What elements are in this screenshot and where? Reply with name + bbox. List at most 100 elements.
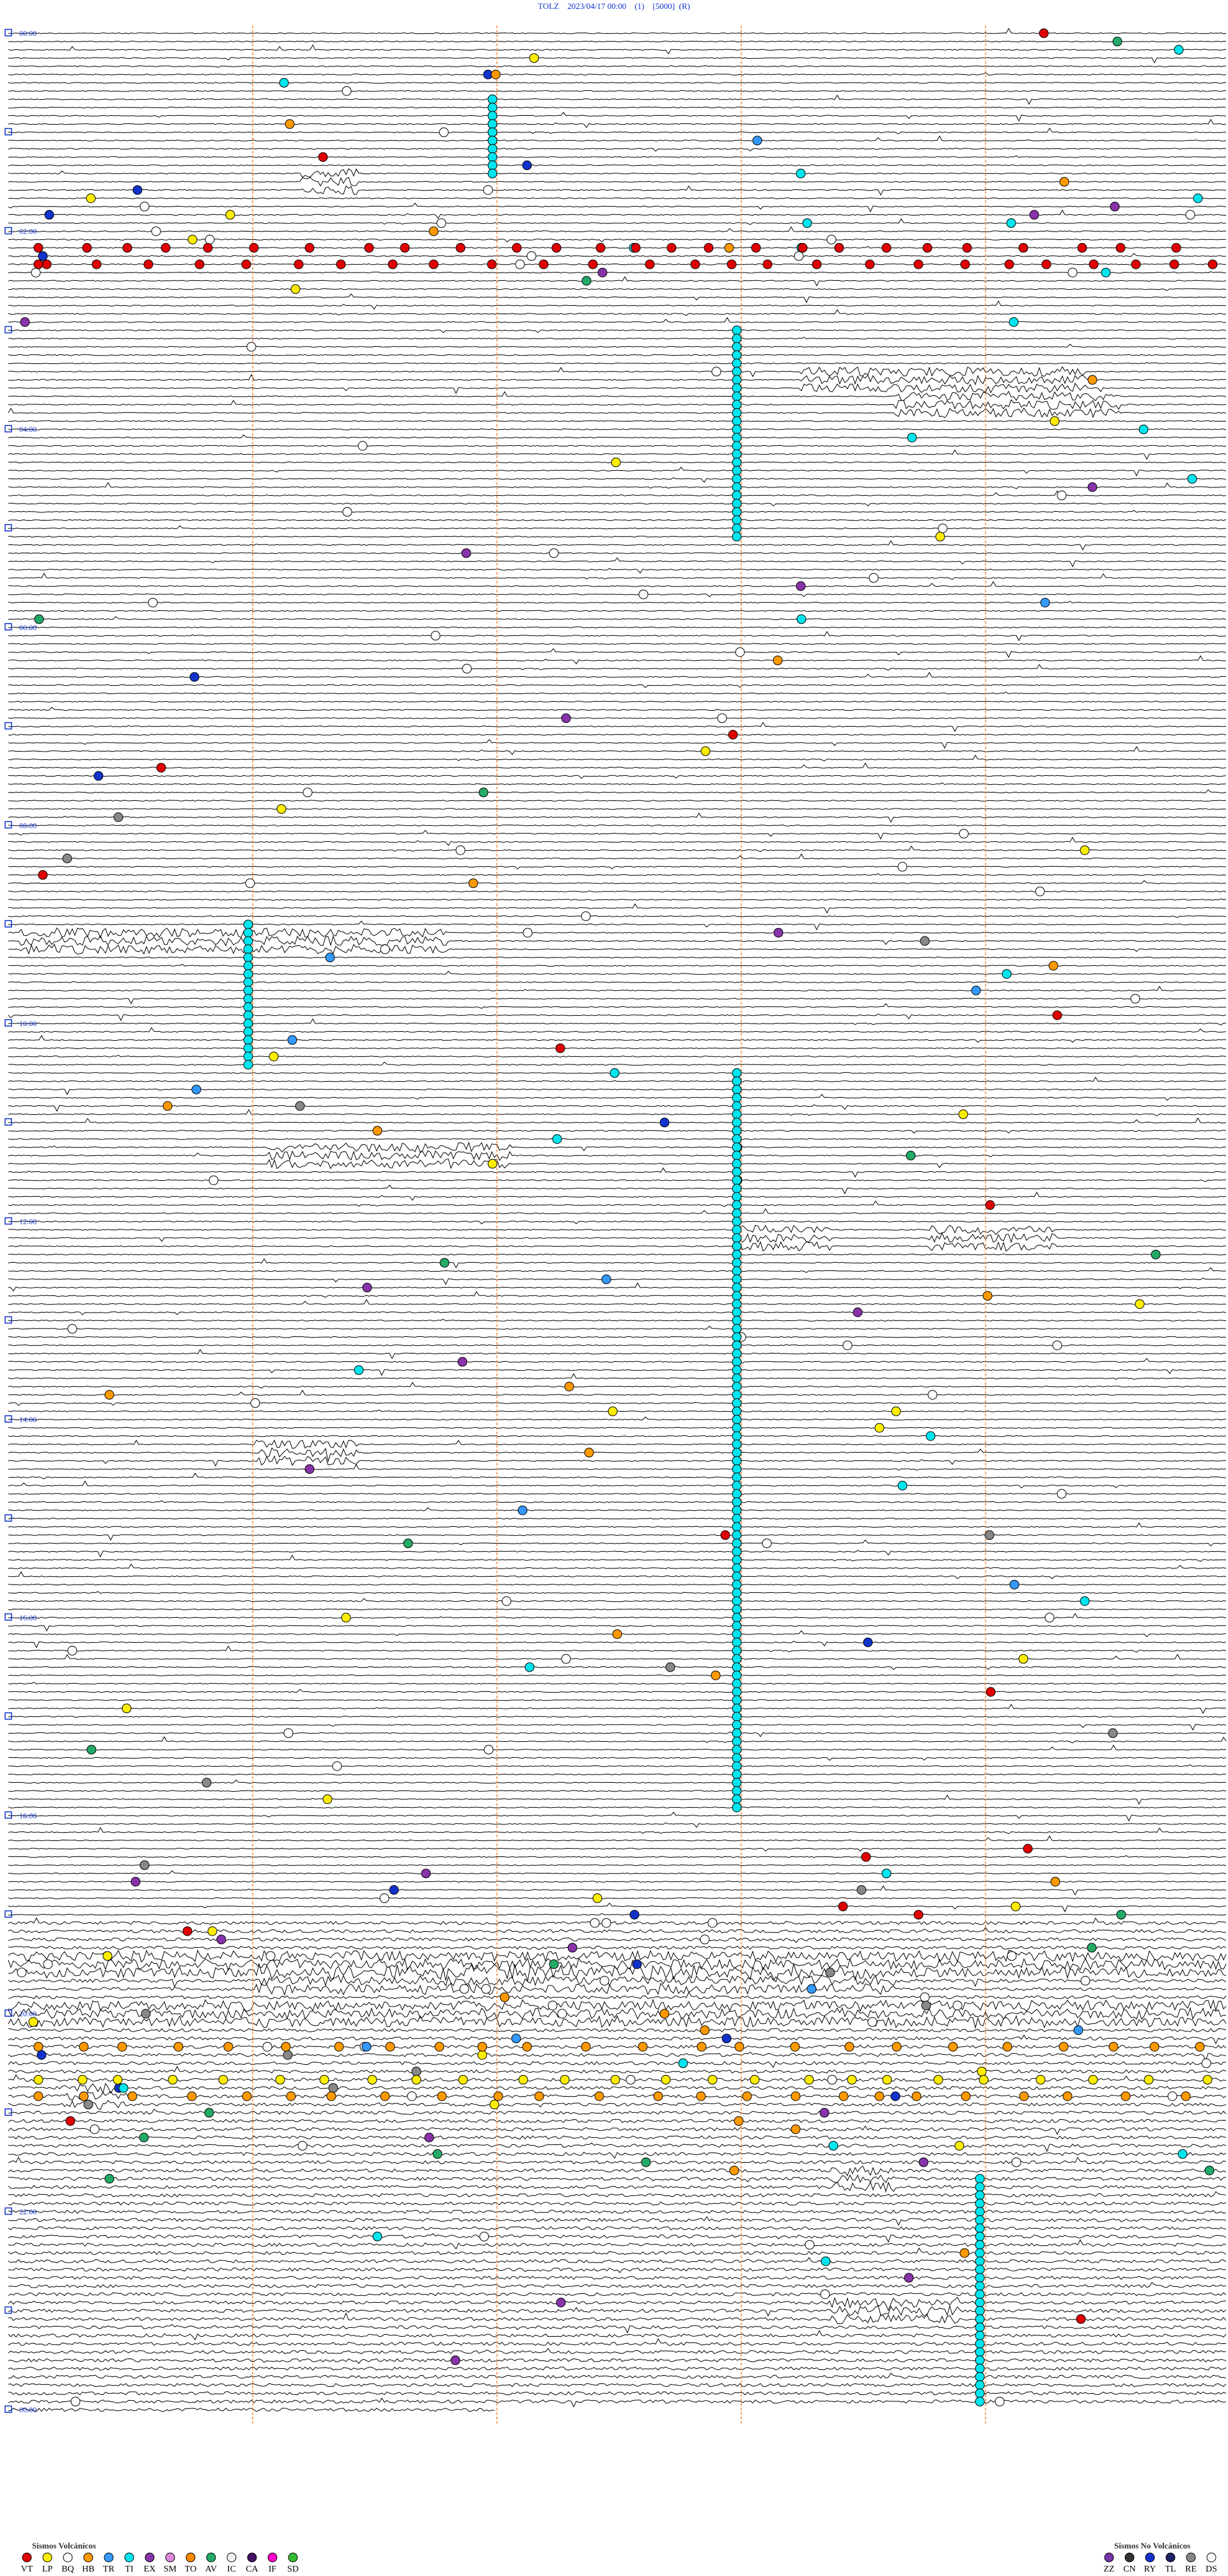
legend-code: EX [144, 2564, 156, 2574]
event-marker [551, 242, 562, 253]
trace [8, 209, 1227, 219]
event-marker [303, 787, 313, 798]
event-marker [732, 1538, 742, 1549]
event-marker [700, 2025, 710, 2035]
event-marker [728, 730, 738, 739]
event-marker [297, 2140, 308, 2151]
event-marker [139, 1860, 150, 1870]
event-marker [104, 1390, 114, 1400]
event-marker [459, 1984, 469, 1994]
trace [8, 1141, 1227, 1153]
event-marker [732, 1728, 742, 1738]
hour-box [4, 920, 12, 928]
trace [8, 271, 1227, 274]
event-marker [959, 2248, 970, 2258]
event-marker [79, 2042, 89, 2052]
event-marker [1108, 2042, 1119, 2052]
event-marker [364, 242, 374, 253]
event-marker [1035, 887, 1045, 897]
event-marker [191, 1084, 201, 1094]
event-marker [732, 1324, 742, 1334]
hour-box [4, 1613, 12, 1621]
event-marker [696, 2091, 706, 2101]
event-marker [595, 242, 606, 253]
hour-box [4, 1019, 12, 1027]
trace [8, 118, 1227, 129]
legend-swatch [1145, 2552, 1155, 2563]
trace [8, 2383, 1227, 2387]
event-marker [1171, 242, 1181, 253]
trace [8, 344, 1226, 348]
trace [8, 1336, 1227, 1338]
trace [8, 2247, 1227, 2256]
event-marker [732, 466, 742, 476]
event-marker [295, 1101, 305, 1111]
event-marker [732, 383, 742, 393]
event-marker [732, 1308, 742, 1317]
trace [8, 1773, 1227, 1776]
event-marker [33, 2091, 43, 2101]
event-marker [143, 259, 154, 269]
legend-swatch [104, 2552, 114, 2563]
event-marker [70, 2396, 81, 2406]
event-marker [1174, 45, 1184, 55]
trace [8, 2135, 1227, 2140]
trace [8, 1645, 1227, 1653]
trace [8, 1117, 1227, 1124]
trace [8, 1812, 1227, 1822]
event-marker [34, 614, 44, 624]
event-marker [429, 259, 439, 269]
hour-box [4, 722, 12, 730]
legend-title: Sismos Volcánicos [32, 2541, 96, 2550]
trace [8, 263, 1226, 265]
event-marker [561, 1654, 571, 1664]
event-marker [79, 2091, 89, 2101]
event-marker [911, 2091, 922, 2101]
event-marker [1011, 1901, 1021, 1911]
trace [8, 135, 1227, 142]
event-marker [732, 1414, 742, 1425]
event-marker [407, 2091, 417, 2101]
event-marker [611, 457, 621, 468]
trace [8, 1822, 1227, 1828]
event-marker [437, 2091, 447, 2101]
event-marker [117, 2042, 127, 2052]
legend-swatch [1165, 2552, 1176, 2563]
event-marker [1073, 2025, 1083, 2035]
event-marker [732, 1803, 742, 1812]
event-marker [975, 2305, 985, 2316]
event-marker [243, 1043, 253, 1054]
trace [8, 1794, 1227, 1805]
event-marker [732, 1382, 742, 1392]
event-marker [1121, 2091, 1131, 2101]
event-marker [487, 259, 497, 269]
trace [8, 293, 1227, 304]
event-marker [732, 1225, 742, 1235]
event-marker [484, 1744, 494, 1755]
event-marker [732, 1530, 742, 1540]
event-marker [421, 1869, 431, 1879]
hour-box [4, 1811, 12, 1819]
trace [8, 1382, 1227, 1389]
event-marker [732, 1398, 742, 1408]
hour-label: 10:00 [19, 1019, 36, 1028]
trace [8, 1563, 1227, 1569]
event-marker [732, 424, 742, 434]
event-marker [93, 771, 104, 781]
event-marker [804, 2074, 814, 2085]
event-marker [481, 1984, 491, 1994]
legend-swatch [1124, 2552, 1135, 2563]
trace [8, 164, 1227, 166]
trace [8, 2239, 1227, 2250]
event-marker [592, 1893, 602, 1903]
hour-label: 22:00 [19, 2208, 36, 2216]
event-marker [975, 2264, 985, 2275]
trace [8, 329, 1227, 333]
event-marker [732, 441, 742, 451]
event-marker [732, 474, 742, 484]
trace [8, 1047, 1226, 1050]
trace [8, 1790, 1227, 1792]
event-marker [838, 1901, 848, 1911]
legend-code: TO [185, 2564, 196, 2574]
trace [8, 663, 1227, 671]
